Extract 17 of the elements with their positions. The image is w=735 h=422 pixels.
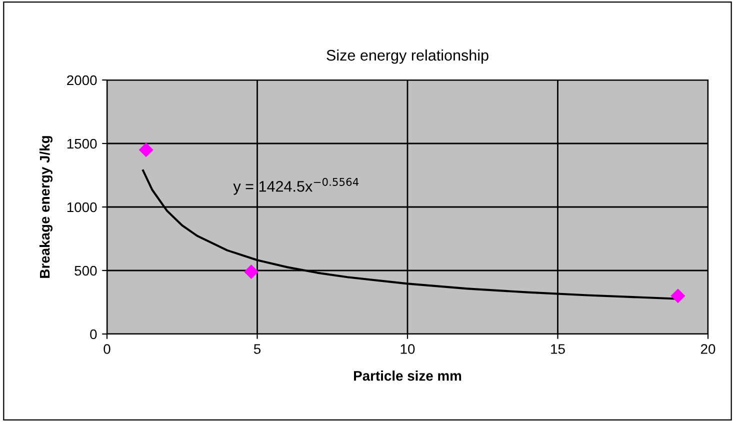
y-tick-label: 500 [74, 266, 97, 276]
x-tick-label: 5 [254, 344, 261, 354]
x-tick-label: 0 [104, 344, 110, 354]
x-tick-label: 15 [551, 344, 565, 354]
point [244, 264, 259, 280]
y-axis-title: Breakage energy J/kg [39, 136, 52, 278]
x-tick-label: 10 [400, 344, 415, 354]
point [138, 142, 154, 158]
point [670, 288, 686, 304]
x-tick-label: 20 [700, 344, 716, 354]
y-tick-label: 1000 [67, 202, 97, 212]
y-tick-label: 0 [90, 329, 97, 340]
x-axis-title: Particle size mm [354, 370, 462, 381]
annotation: y = 1424.5x$^{−0.5564}$ [233, 178, 359, 195]
y-tick-label: 2000 [67, 75, 97, 86]
y-tick-label: 1500 [67, 138, 97, 149]
chart-title: Size energy relationship [326, 49, 488, 64]
